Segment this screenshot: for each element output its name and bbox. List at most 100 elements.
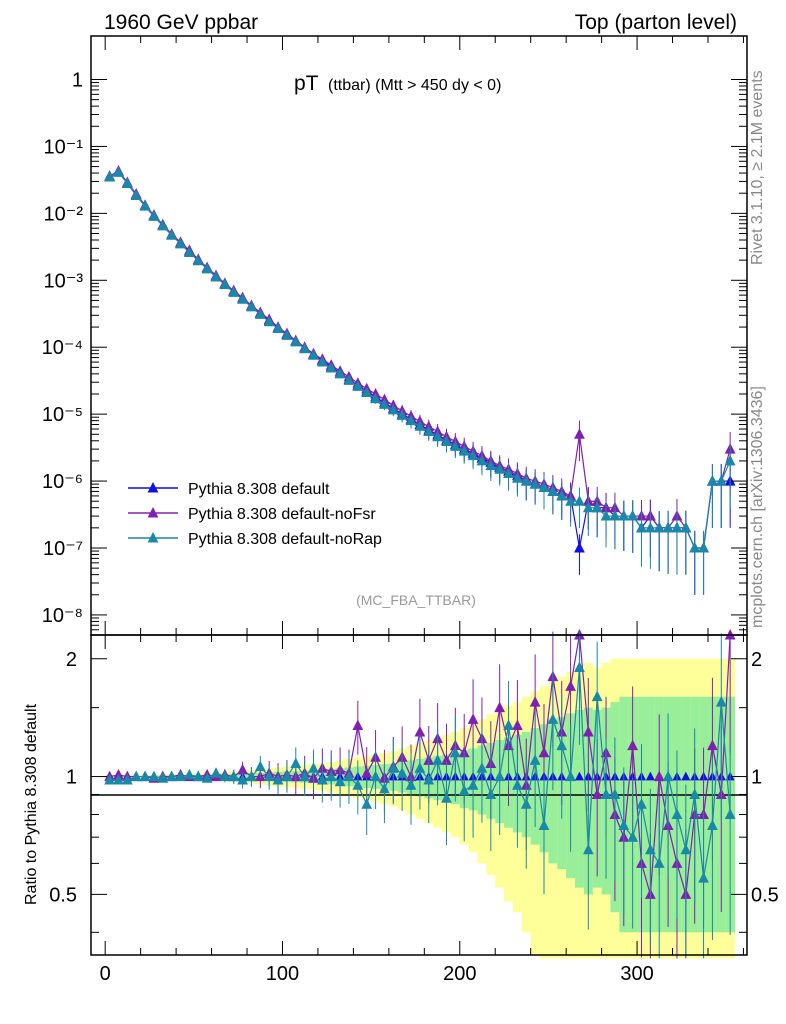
legend-marker	[147, 482, 159, 493]
ratio-point	[662, 770, 674, 782]
ratio-axis-ticks: 0.5 0.5 1 1 2 2 0 100 200 300	[49, 635, 779, 985]
data-point	[237, 293, 248, 304]
ratio-y-tick-label: 2	[66, 649, 77, 671]
y-tick-label: 1	[72, 70, 83, 92]
data-point	[316, 356, 328, 367]
data-point	[512, 472, 523, 483]
data-point	[467, 449, 479, 461]
ratio-point	[538, 819, 550, 830]
data-point	[423, 425, 435, 437]
ratio-point	[512, 779, 523, 790]
ratio-point	[715, 696, 727, 707]
data-point	[574, 541, 585, 553]
ratio-point	[175, 770, 186, 782]
ratio-point	[387, 762, 399, 773]
y-tick-label: 10⁻⁷	[43, 538, 83, 560]
ratio-point	[680, 843, 692, 855]
ratio-point	[352, 719, 364, 731]
ratio-y-tick-label-right: 1	[751, 767, 762, 789]
data-point	[671, 521, 683, 533]
ratio-y-tick-label-right: 2	[751, 649, 762, 671]
data-point	[476, 454, 488, 466]
ratio-point	[467, 779, 479, 790]
y-tick-label: 10⁻⁴	[42, 337, 83, 359]
data-point	[600, 510, 612, 521]
ratio-point	[724, 808, 736, 819]
ratio-plot-frame	[90, 634, 748, 956]
ratio-point	[254, 760, 266, 772]
data-point	[698, 541, 709, 553]
ratio-point	[707, 739, 718, 751]
data-point	[565, 495, 576, 506]
analysis-watermark: (MC_FBA_TTBAR)	[356, 592, 476, 608]
energy-label: 1960 GeV ppbar	[104, 11, 258, 34]
ratio-point	[237, 763, 248, 775]
y-tick-label: 10⁻⁵	[42, 404, 83, 426]
x-tick-label: 200	[443, 963, 476, 985]
data-point	[281, 329, 293, 340]
ratio-y-axis-label: Ratio to Pythia 8.308 default	[23, 703, 40, 905]
data-point	[184, 246, 195, 258]
ratio-point	[582, 843, 594, 855]
data-point	[379, 398, 390, 409]
plot-title: pT	[294, 72, 319, 95]
data-point	[148, 210, 160, 221]
data-point	[715, 475, 727, 486]
data-point	[636, 521, 647, 533]
data-point	[653, 521, 665, 533]
ratio-point	[228, 770, 240, 782]
data-point	[210, 270, 222, 282]
ratio-point	[290, 757, 302, 768]
data-point	[361, 386, 373, 398]
data-point	[246, 300, 257, 312]
ratio-point	[370, 770, 381, 782]
ratio-point	[485, 788, 497, 799]
data-point	[396, 409, 408, 420]
ratio-point	[503, 719, 514, 731]
ratio-point	[494, 770, 506, 782]
data-point	[680, 521, 692, 533]
ratio-point	[166, 770, 178, 782]
ratio-panel: 0.5 0.5 1 1 2 2 0 100 200 300 Ratio to Pythia 8.3…	[23, 629, 779, 985]
data-point	[343, 374, 355, 385]
ratio-point	[512, 719, 523, 731]
ratio-point	[538, 746, 550, 758]
ratio-point	[121, 773, 133, 785]
ratio-point	[237, 773, 248, 785]
data-point	[130, 189, 142, 200]
ratio-reference-point	[645, 771, 655, 781]
data-point	[254, 308, 266, 319]
ratio-point	[423, 773, 435, 785]
x-tick-label: 100	[266, 963, 299, 985]
data-point	[707, 475, 718, 486]
ratio-point	[148, 770, 160, 782]
data-point	[228, 286, 240, 297]
ratio-point	[139, 770, 151, 782]
data-point	[618, 510, 630, 521]
ratio-reference-point	[574, 771, 584, 781]
ratio-point	[130, 770, 142, 782]
ratio-point	[352, 779, 364, 790]
data-point	[441, 435, 452, 447]
data-point	[582, 501, 594, 513]
data-point	[219, 278, 231, 290]
legend: Pythia 8.308 default Pythia 8.308 default…	[128, 481, 382, 548]
ratio-point	[157, 772, 169, 783]
ratio-point	[272, 773, 284, 785]
data-point	[574, 495, 585, 506]
ratio-point	[467, 713, 479, 724]
ratio-point	[361, 767, 373, 778]
data-point	[192, 254, 204, 266]
ratio-point	[627, 831, 639, 842]
ratio-point	[316, 773, 328, 785]
ratio-point	[219, 770, 231, 782]
ratio-point	[263, 770, 275, 782]
ratio-point	[698, 872, 709, 883]
ratio-point	[414, 725, 426, 737]
data-point	[724, 454, 736, 466]
plot-title-subscript: (ttbar) (Mtt > 450 dy < 0)	[328, 77, 501, 94]
ratio-point	[281, 770, 293, 782]
ratio-y-tick-label: 1	[66, 767, 77, 789]
data-point	[290, 335, 302, 347]
